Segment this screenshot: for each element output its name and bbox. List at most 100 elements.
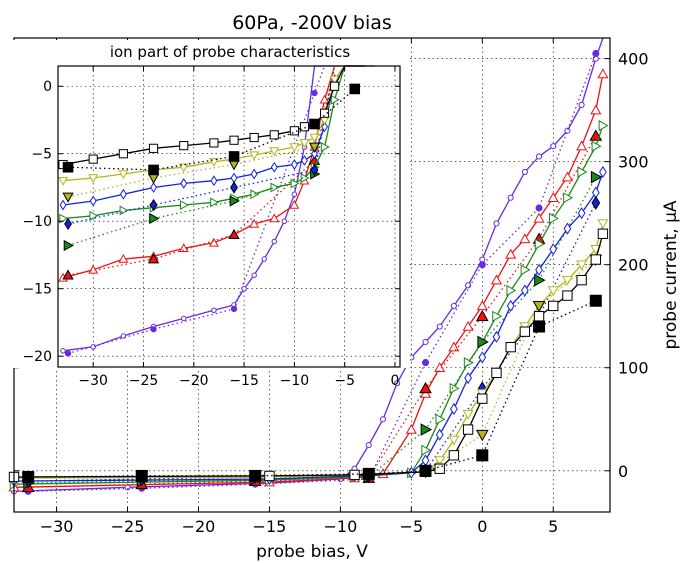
inset-plot: ion part of probe characteristics −30 −25… (12, 40, 410, 389)
series-marker-1 (230, 305, 238, 313)
y-tick-label: 0 (618, 462, 628, 481)
y-tick-label: 400 (618, 50, 649, 69)
series-marker-10 (299, 122, 310, 132)
series-marker-10 (590, 254, 601, 265)
series-marker-3 (475, 309, 489, 322)
x-tick-label: −25 (129, 373, 159, 389)
inset-y-ticks: 0 −5 −10 −15 −20 (22, 79, 400, 365)
series-marker-1 (311, 89, 318, 97)
series-marker-4 (320, 142, 330, 152)
series-marker-1 (535, 204, 543, 212)
series-marker-4 (270, 182, 280, 193)
series-marker-4 (330, 94, 340, 105)
series-marker-11 (249, 469, 262, 482)
series-marker-1 (150, 326, 157, 333)
series-marker-10 (249, 132, 259, 143)
series-marker-10 (209, 138, 219, 148)
y-tick-label: 300 (618, 153, 649, 172)
series-marker-5 (590, 170, 603, 184)
series-marker-4 (463, 357, 474, 369)
series-marker-3 (62, 269, 74, 280)
series-marker-10 (349, 469, 360, 481)
series-marker-0 (394, 380, 401, 387)
series-marker-10 (118, 149, 128, 159)
series-marker-9 (62, 192, 74, 203)
series-marker-11 (533, 320, 546, 333)
series-line-11 (28, 300, 597, 478)
series-marker-8 (289, 143, 300, 153)
series-marker-5 (534, 273, 546, 287)
series-marker-10 (477, 393, 488, 404)
series-marker-11 (228, 151, 240, 162)
series-marker-8 (118, 170, 129, 180)
series-marker-0 (281, 218, 288, 224)
series-line-9 (67, 65, 336, 198)
series-marker-0 (521, 168, 528, 176)
series-marker-0 (60, 348, 66, 354)
series-marker-9 (308, 142, 321, 153)
series-marker-11 (476, 449, 489, 462)
series-marker-6 (535, 263, 543, 276)
series-marker-7 (310, 163, 319, 177)
series-marker-6 (180, 178, 188, 189)
series-marker-0 (379, 416, 387, 423)
series-marker-8 (299, 139, 310, 149)
series-marker-2 (505, 248, 517, 259)
series-marker-6 (464, 371, 472, 385)
series-marker-6 (506, 299, 515, 312)
series-marker-2 (597, 68, 609, 79)
y-tick-label: 200 (618, 256, 649, 275)
series-marker-0 (180, 315, 187, 322)
series-marker-8 (249, 151, 260, 161)
series-marker-2 (519, 233, 531, 244)
y-tick-label: −15 (22, 282, 52, 298)
series-marker-0 (211, 307, 217, 314)
x-tick-label: −20 (182, 517, 216, 536)
y-tick-label: −10 (22, 214, 52, 230)
series-marker-8 (576, 260, 588, 271)
x-tick-label: −20 (179, 373, 209, 389)
series-marker-4 (179, 200, 189, 210)
series-marker-10 (88, 154, 98, 164)
series-marker-0 (90, 344, 96, 350)
series-marker-10 (576, 274, 587, 286)
series-marker-1 (421, 359, 430, 367)
x-tick-label: −30 (78, 373, 108, 389)
series-marker-4 (492, 310, 503, 322)
series-marker-8 (561, 275, 573, 286)
series-marker-4 (89, 210, 99, 221)
series-marker-6 (270, 161, 278, 173)
inset-series (58, 65, 375, 357)
series-marker-10 (519, 326, 531, 337)
series-marker-2 (533, 212, 545, 223)
series-marker-4 (421, 444, 432, 456)
x-tick-label: −5 (400, 517, 424, 536)
series-marker-6 (492, 330, 501, 343)
series-marker-7 (591, 195, 601, 210)
inset-x-ticks: −30 −25 −20 −15 −10 −5 0 (78, 66, 399, 389)
series-marker-5 (63, 239, 74, 252)
series-marker-6 (478, 351, 487, 364)
series-marker-8 (597, 219, 609, 230)
series-marker-4 (506, 284, 517, 296)
series-marker-0 (365, 441, 372, 449)
series-marker-10 (548, 300, 559, 312)
series-marker-0 (564, 127, 571, 134)
series-marker-2 (319, 94, 330, 104)
series-marker-11 (309, 118, 320, 130)
x-tick-label: −15 (229, 373, 259, 389)
series-marker-2 (590, 104, 602, 115)
series-marker-10 (289, 126, 299, 136)
series-marker-0 (261, 256, 267, 262)
series-marker-0 (271, 238, 278, 245)
x-tick-label: 0 (477, 517, 487, 536)
series-marker-0 (507, 194, 514, 201)
series-marker-2 (490, 274, 503, 285)
series-marker-10 (179, 141, 189, 151)
series-marker-2 (547, 192, 559, 202)
series-marker-4 (210, 197, 220, 208)
series-marker-2 (561, 171, 573, 182)
series-marker-4 (591, 140, 602, 152)
series-marker-6 (150, 182, 158, 193)
